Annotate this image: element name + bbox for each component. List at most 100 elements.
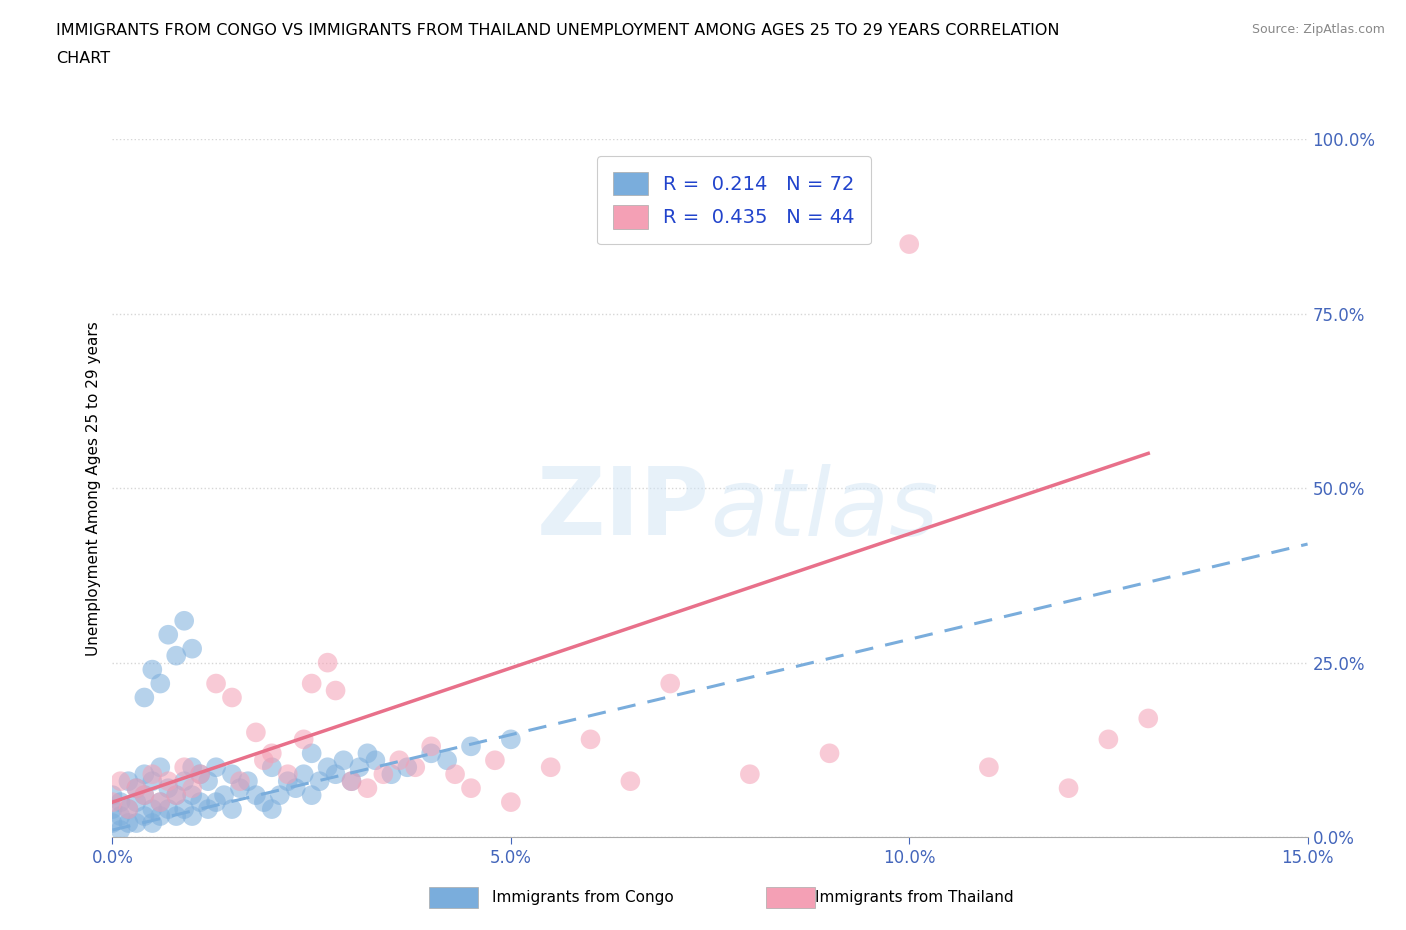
Point xyxy=(188,766,211,781)
Point xyxy=(117,802,139,817)
Point xyxy=(260,760,283,775)
Point xyxy=(173,802,195,817)
Point xyxy=(149,676,172,691)
Point xyxy=(141,816,163,830)
Text: Source: ZipAtlas.com: Source: ZipAtlas.com xyxy=(1251,23,1385,36)
Text: atlas: atlas xyxy=(710,464,938,554)
Point xyxy=(396,760,419,775)
Point xyxy=(149,794,172,809)
Point xyxy=(260,746,283,761)
Point xyxy=(141,662,163,677)
Text: Immigrants from Thailand: Immigrants from Thailand xyxy=(815,890,1014,905)
Point xyxy=(388,753,411,768)
Point xyxy=(364,753,387,768)
Point xyxy=(253,794,276,809)
Point xyxy=(277,766,299,781)
Point xyxy=(301,676,323,691)
Point xyxy=(165,788,187,803)
Point xyxy=(197,802,219,817)
Point xyxy=(101,794,124,809)
Point xyxy=(738,766,761,781)
Point xyxy=(173,614,195,629)
Point xyxy=(316,655,339,670)
Point xyxy=(165,648,187,663)
Point xyxy=(205,760,228,775)
Point xyxy=(165,809,187,824)
Point xyxy=(332,753,354,768)
Point xyxy=(157,628,180,643)
Point xyxy=(325,766,347,781)
Point xyxy=(141,802,163,817)
Point xyxy=(404,760,426,775)
Point xyxy=(540,760,562,775)
Point xyxy=(149,760,172,775)
Point xyxy=(340,774,363,789)
Point xyxy=(659,676,682,691)
Point xyxy=(181,760,204,775)
Text: ZIP: ZIP xyxy=(537,463,710,555)
Point xyxy=(340,774,363,789)
Point xyxy=(1057,781,1080,796)
Point xyxy=(301,746,323,761)
Y-axis label: Unemployment Among Ages 25 to 29 years: Unemployment Among Ages 25 to 29 years xyxy=(86,321,101,656)
Point xyxy=(212,788,235,803)
Point xyxy=(420,746,443,761)
Point xyxy=(205,676,228,691)
Point xyxy=(436,753,458,768)
Point xyxy=(157,774,180,789)
Point xyxy=(308,774,330,789)
Point xyxy=(460,738,482,753)
Point xyxy=(181,809,204,824)
Point xyxy=(149,794,172,809)
Point xyxy=(444,766,467,781)
Point xyxy=(221,690,243,705)
Point xyxy=(356,781,378,796)
Point xyxy=(165,788,187,803)
Point xyxy=(277,774,299,789)
Point xyxy=(157,781,180,796)
Point xyxy=(188,766,211,781)
Point xyxy=(229,781,252,796)
Point xyxy=(260,802,283,817)
Point xyxy=(101,802,124,817)
Text: CHART: CHART xyxy=(56,51,110,66)
Point xyxy=(125,794,148,809)
Point xyxy=(356,746,378,761)
Point xyxy=(292,732,315,747)
Text: IMMIGRANTS FROM CONGO VS IMMIGRANTS FROM THAILAND UNEMPLOYMENT AMONG AGES 25 TO : IMMIGRANTS FROM CONGO VS IMMIGRANTS FROM… xyxy=(56,23,1060,38)
Point xyxy=(221,802,243,817)
Point xyxy=(125,781,148,796)
Point xyxy=(157,802,180,817)
Point xyxy=(977,760,1000,775)
Point xyxy=(134,809,156,824)
Point xyxy=(181,781,204,796)
Text: Immigrants from Congo: Immigrants from Congo xyxy=(492,890,673,905)
Point xyxy=(579,732,602,747)
Point xyxy=(245,725,267,740)
Point xyxy=(316,760,339,775)
Point xyxy=(301,788,323,803)
Point xyxy=(284,781,307,796)
Point xyxy=(134,766,156,781)
Point xyxy=(898,237,921,252)
Point xyxy=(269,788,291,803)
Point xyxy=(484,753,506,768)
Point xyxy=(818,746,841,761)
Point xyxy=(134,788,156,803)
Point xyxy=(236,774,259,789)
Point xyxy=(181,788,204,803)
Point xyxy=(245,788,267,803)
Point xyxy=(619,774,641,789)
Point xyxy=(229,774,252,789)
Point xyxy=(197,774,219,789)
Point xyxy=(173,774,195,789)
Point xyxy=(110,794,132,809)
Point xyxy=(253,753,276,768)
Legend: R =  0.214   N = 72, R =  0.435   N = 44: R = 0.214 N = 72, R = 0.435 N = 44 xyxy=(598,156,870,245)
Point xyxy=(221,766,243,781)
Point xyxy=(141,774,163,789)
Point xyxy=(1097,732,1119,747)
Point xyxy=(117,802,139,817)
Point xyxy=(173,760,195,775)
Point xyxy=(149,809,172,824)
